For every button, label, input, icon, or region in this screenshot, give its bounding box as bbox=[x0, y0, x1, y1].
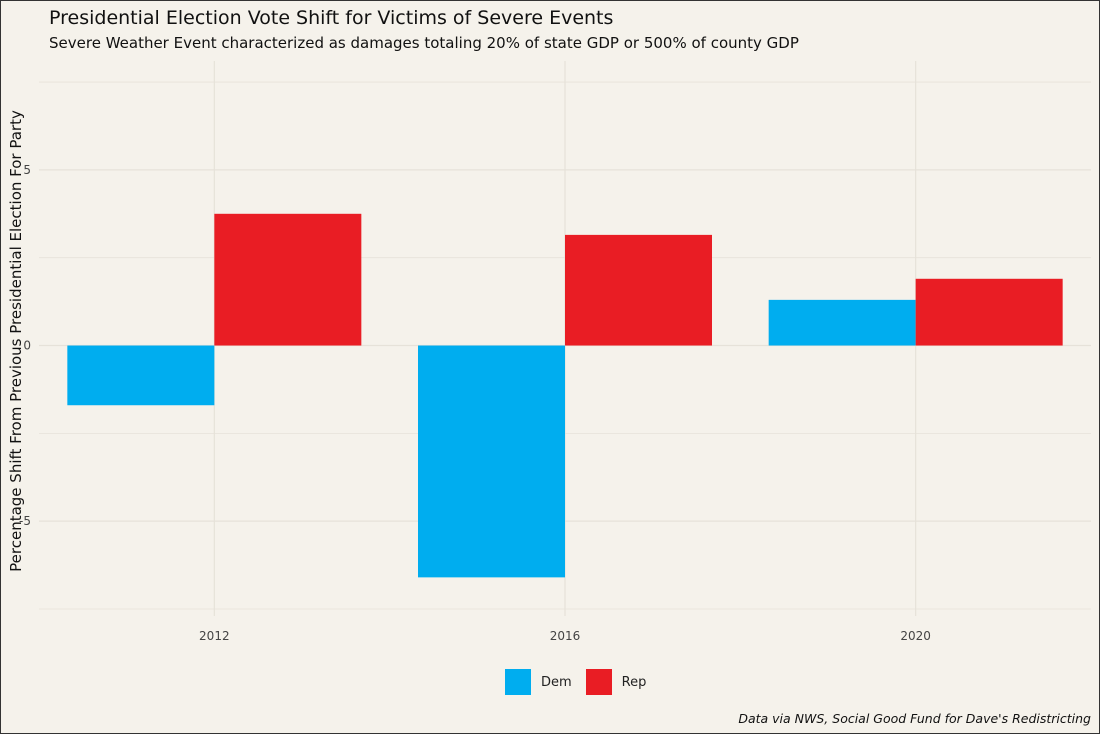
legend-swatch-rep bbox=[585, 669, 612, 695]
y-axis-label: Percentage Shift From Previous President… bbox=[7, 110, 25, 572]
y-tick-label: 0 bbox=[23, 339, 31, 353]
legend-item-rep: Rep bbox=[585, 669, 647, 695]
bar-dem-2012 bbox=[67, 345, 215, 406]
legend-label-rep: Rep bbox=[621, 674, 647, 690]
bar-dem-2016 bbox=[418, 345, 565, 578]
y-axis: -5 0 5 bbox=[19, 163, 31, 528]
x-tick-label: 2016 bbox=[550, 629, 581, 643]
bar-rep-2016 bbox=[565, 234, 712, 346]
chart-caption: Data via NWS, Social Good Fund for Dave'… bbox=[738, 711, 1091, 726]
x-axis: 2012 2016 2020 bbox=[199, 629, 931, 643]
legend: Dem Rep bbox=[505, 669, 660, 695]
y-tick-label: 5 bbox=[23, 163, 31, 177]
x-tick-label: 2020 bbox=[900, 629, 931, 643]
bar-rep-2020 bbox=[915, 278, 1063, 346]
bar-dem-2020 bbox=[768, 299, 916, 346]
y-tick-label: -5 bbox=[19, 514, 31, 528]
chart-title: Presidential Election Vote Shift for Vic… bbox=[49, 7, 614, 29]
x-tick-label: 2012 bbox=[199, 629, 230, 643]
legend-item-dem: Dem bbox=[505, 669, 572, 695]
chart-subtitle: Severe Weather Event characterized as da… bbox=[49, 34, 799, 52]
legend-swatch-dem bbox=[505, 669, 531, 695]
bar-rep-2012 bbox=[214, 213, 362, 346]
legend-label-dem: Dem bbox=[541, 674, 572, 690]
bars bbox=[67, 213, 1063, 578]
